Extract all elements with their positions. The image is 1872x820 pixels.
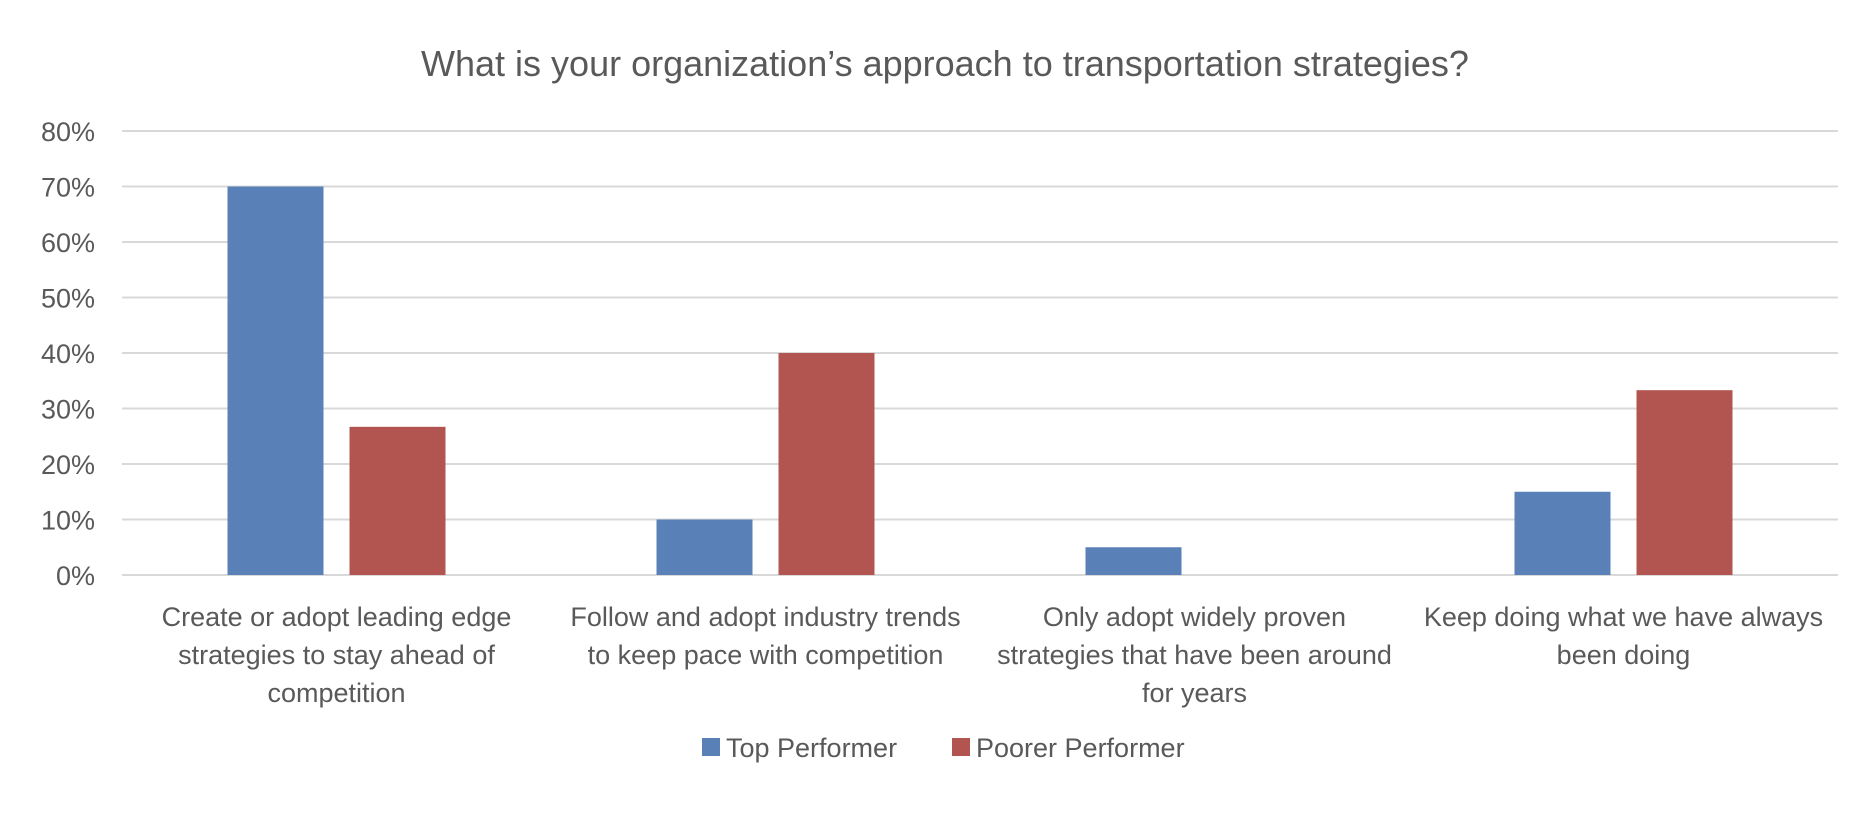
bar-top-performer: [1514, 491, 1611, 575]
bar-top-performer: [227, 186, 324, 575]
bar-poorer-performer: [349, 426, 446, 575]
legend-label: Poorer Performer: [976, 733, 1185, 763]
bar-top-performer: [1085, 547, 1182, 575]
bar-top-performer: [656, 519, 753, 575]
category-label-line: been doing: [1557, 640, 1691, 670]
category-label-line: Create or adopt leading edge: [162, 602, 512, 632]
y-tick-label: 80%: [41, 117, 95, 147]
y-tick-label: 40%: [41, 339, 95, 369]
y-tick-label: 10%: [41, 506, 95, 536]
category-label-line: Keep doing what we have always: [1424, 602, 1823, 632]
legend-swatch: [702, 738, 720, 756]
legend: Top Performer Poorer Performer: [702, 733, 1185, 763]
y-axis-ticks: 0% 10% 20% 30% 40% 50% 60% 70% 80%: [41, 117, 95, 591]
category-label-line: competition: [267, 678, 405, 708]
y-tick-label: 50%: [41, 284, 95, 314]
category-label-line: for years: [1142, 678, 1247, 708]
y-tick-label: 60%: [41, 228, 95, 258]
y-tick-label: 20%: [41, 450, 95, 480]
legend-swatch: [952, 738, 970, 756]
bars: [227, 186, 1733, 575]
category-label: Create or adopt leading edge strategies t…: [162, 602, 512, 708]
category-label-line: strategies to stay ahead of: [178, 640, 495, 670]
category-label: Keep doing what we have always been doing: [1424, 602, 1823, 670]
bar-poorer-performer: [1636, 390, 1733, 575]
legend-label: Top Performer: [726, 733, 897, 763]
category-label: Follow and adopt industry trends to keep …: [570, 602, 960, 670]
category-label-line: to keep pace with competition: [588, 640, 944, 670]
category-label-line: Follow and adopt industry trends: [570, 602, 960, 632]
y-tick-label: 70%: [41, 173, 95, 203]
category-label: Only adopt widely proven strategies that …: [997, 602, 1392, 708]
chart-title: What is your organization’s approach to …: [421, 43, 1469, 84]
category-label-line: Only adopt widely proven: [1043, 602, 1346, 632]
category-label-line: strategies that have been around: [997, 640, 1392, 670]
legend-item: Poorer Performer: [952, 733, 1185, 763]
legend-item: Top Performer: [702, 733, 897, 763]
bar-poorer-performer: [778, 353, 875, 575]
y-tick-label: 30%: [41, 395, 95, 425]
y-tick-label: 0%: [56, 561, 95, 591]
x-axis-categories: Create or adopt leading edge strategies t…: [162, 602, 1824, 708]
